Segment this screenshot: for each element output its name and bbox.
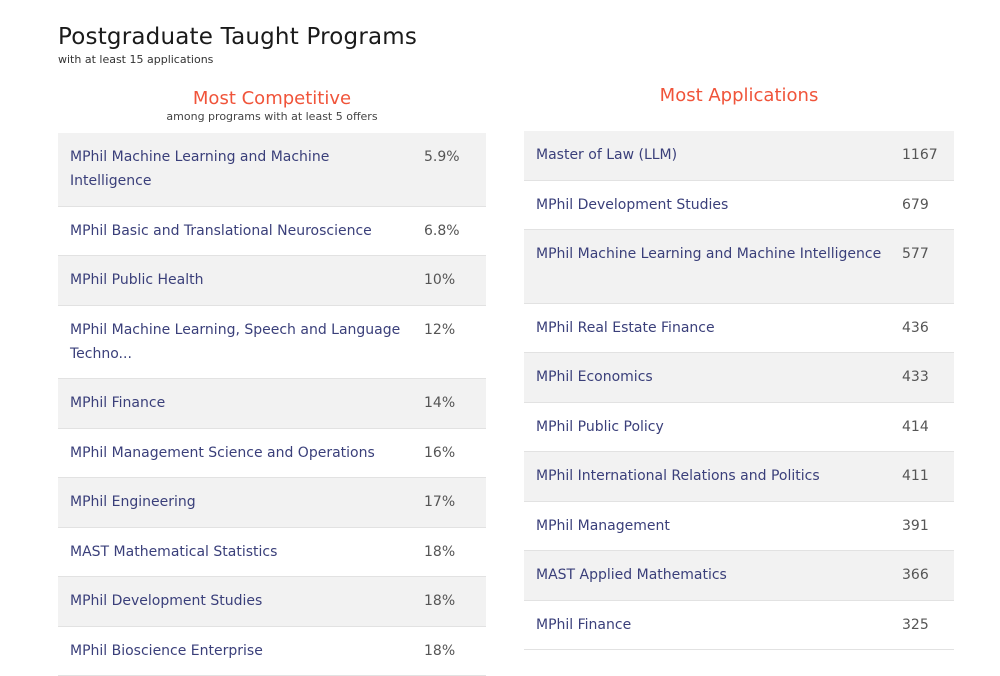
application-count: 679: [902, 181, 954, 229]
table-row[interactable]: MPhil Development Studies 679: [524, 181, 954, 231]
acceptance-rate: 5.9%: [424, 133, 486, 181]
acceptance-rate: 16%: [424, 429, 486, 477]
page-title: Postgraduate Taught Programs: [58, 24, 417, 50]
program-name[interactable]: MPhil Public Health: [58, 256, 424, 304]
most-competitive-heading: Most Competitive: [58, 88, 486, 109]
table-row[interactable]: Master of Law (LLM) 1167: [524, 131, 954, 181]
application-count: 1167: [902, 131, 954, 179]
table-row[interactable]: MPhil Public Health 10%: [58, 256, 486, 306]
acceptance-rate: 12%: [424, 306, 486, 354]
program-name[interactable]: MPhil Management: [524, 502, 902, 550]
program-name[interactable]: MPhil Finance: [524, 601, 902, 649]
most-competitive-list: MPhil Machine Learning and Machine Intel…: [58, 133, 486, 676]
acceptance-rate: 10%: [424, 256, 486, 304]
table-row[interactable]: MPhil Machine Learning and Machine Intel…: [58, 133, 486, 207]
program-name[interactable]: MPhil Basic and Translational Neuroscien…: [58, 207, 424, 255]
program-name[interactable]: MPhil International Relations and Politi…: [524, 452, 902, 500]
application-count: 577: [902, 230, 954, 278]
program-name[interactable]: MPhil Development Studies: [58, 577, 424, 625]
program-name[interactable]: MAST Mathematical Statistics: [58, 528, 424, 576]
table-row[interactable]: MPhil Finance 325: [524, 601, 954, 651]
table-row[interactable]: MPhil Development Studies 18%: [58, 577, 486, 627]
program-name[interactable]: MPhil Machine Learning, Speech and Langu…: [58, 306, 424, 378]
acceptance-rate: 14%: [424, 379, 486, 427]
application-count: 436: [902, 304, 954, 352]
most-applications-header: Most Applications: [524, 85, 954, 106]
program-name[interactable]: MPhil Public Policy: [524, 403, 902, 451]
most-applications-list: Master of Law (LLM) 1167 MPhil Developme…: [524, 131, 954, 650]
acceptance-rate: 17%: [424, 478, 486, 526]
program-name[interactable]: MPhil Economics: [524, 353, 902, 401]
application-count: 366: [902, 551, 954, 599]
application-count: 433: [902, 353, 954, 401]
table-row[interactable]: MPhil Public Policy 414: [524, 403, 954, 453]
table-row[interactable]: MPhil Bioscience Enterprise 18%: [58, 627, 486, 676]
table-row[interactable]: MPhil Engineering 17%: [58, 478, 486, 528]
program-name[interactable]: MAST Applied Mathematics: [524, 551, 902, 599]
table-row[interactable]: MPhil Machine Learning and Machine Intel…: [524, 230, 954, 304]
application-count: 414: [902, 403, 954, 451]
table-row[interactable]: MPhil Basic and Translational Neuroscien…: [58, 207, 486, 257]
program-name[interactable]: MPhil Real Estate Finance: [524, 304, 902, 352]
program-name[interactable]: MPhil Machine Learning and Machine Intel…: [58, 133, 424, 205]
most-competitive-subheading: among programs with at least 5 offers: [58, 110, 486, 123]
table-row[interactable]: MPhil Machine Learning, Speech and Langu…: [58, 306, 486, 380]
table-row[interactable]: MPhil Management 391: [524, 502, 954, 552]
program-name[interactable]: MPhil Machine Learning and Machine Intel…: [524, 230, 902, 278]
page-subtitle: with at least 15 applications: [58, 53, 213, 66]
acceptance-rate: 18%: [424, 528, 486, 576]
application-count: 411: [902, 452, 954, 500]
program-name[interactable]: MPhil Finance: [58, 379, 424, 427]
table-row[interactable]: MAST Mathematical Statistics 18%: [58, 528, 486, 578]
table-row[interactable]: MPhil Finance 14%: [58, 379, 486, 429]
acceptance-rate: 18%: [424, 627, 486, 675]
table-row[interactable]: MPhil Management Science and Operations …: [58, 429, 486, 479]
acceptance-rate: 18%: [424, 577, 486, 625]
program-name[interactable]: MPhil Development Studies: [524, 181, 902, 229]
program-name[interactable]: MPhil Management Science and Operations: [58, 429, 424, 477]
program-name[interactable]: MPhil Engineering: [58, 478, 424, 526]
table-row[interactable]: MAST Applied Mathematics 366: [524, 551, 954, 601]
acceptance-rate: 6.8%: [424, 207, 486, 255]
application-count: 391: [902, 502, 954, 550]
most-competitive-header: Most Competitive among programs with at …: [58, 88, 486, 123]
table-row[interactable]: MPhil Real Estate Finance 436: [524, 304, 954, 354]
most-applications-heading: Most Applications: [524, 85, 954, 106]
table-row[interactable]: MPhil International Relations and Politi…: [524, 452, 954, 502]
application-count: 325: [902, 601, 954, 649]
program-name[interactable]: MPhil Bioscience Enterprise: [58, 627, 424, 675]
program-name[interactable]: Master of Law (LLM): [524, 131, 902, 179]
table-row[interactable]: MPhil Economics 433: [524, 353, 954, 403]
